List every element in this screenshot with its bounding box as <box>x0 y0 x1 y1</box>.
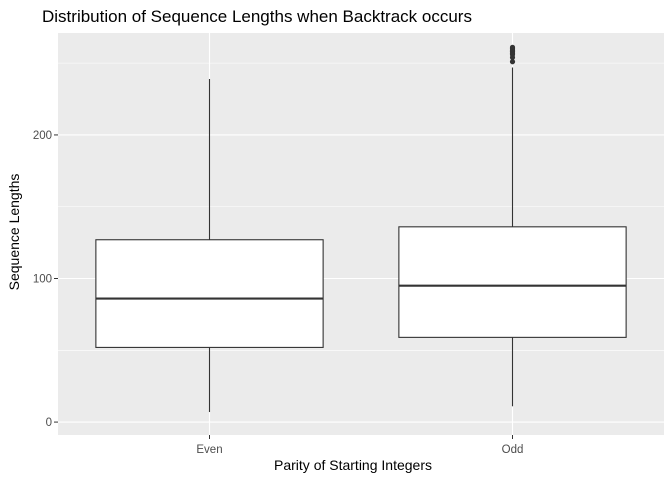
box-series <box>95 44 627 413</box>
chart-title: Distribution of Sequence Lengths when Ba… <box>42 7 472 26</box>
box-iqr <box>398 226 627 338</box>
outlier-point <box>509 59 516 65</box>
y-tick-label: 200 <box>33 130 52 142</box>
box-even <box>95 78 324 413</box>
outlier-point <box>509 44 516 50</box>
y-tick-label: 0 <box>46 417 52 429</box>
y-axis: 0 100 200 <box>33 130 58 429</box>
box-odd <box>398 44 627 407</box>
y-axis-title: Sequence Lengths <box>6 174 22 291</box>
x-axis: Even Odd <box>196 435 523 456</box>
x-axis-title: Parity of Starting Integers <box>274 457 432 473</box>
x-tick-label: Even <box>196 444 222 456</box>
x-tick-label: Odd <box>502 444 524 456</box>
box-iqr <box>95 239 324 348</box>
y-tick-label: 100 <box>33 274 52 286</box>
